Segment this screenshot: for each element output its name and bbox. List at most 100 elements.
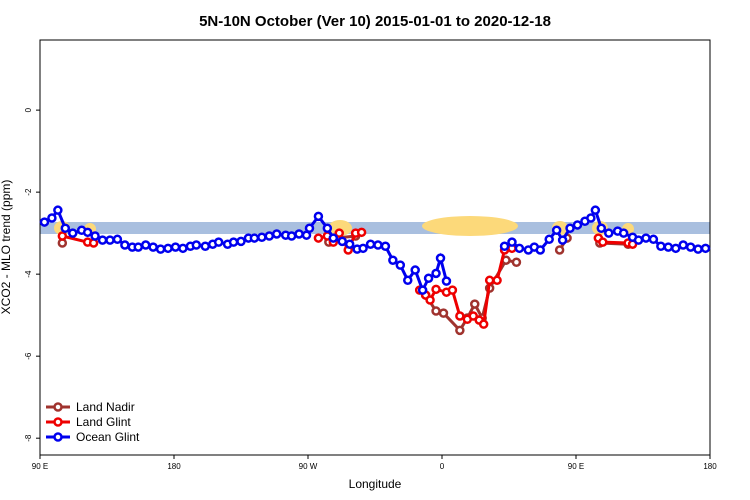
data-point (53, 205, 63, 215)
data-point (468, 311, 479, 321)
data-point (337, 236, 347, 247)
data-point (155, 244, 166, 254)
data-point (685, 242, 696, 252)
data-point (170, 242, 181, 252)
data-point (191, 240, 202, 250)
data-point (257, 232, 267, 242)
x-tick-label: 180 (167, 462, 181, 471)
data-point (693, 244, 703, 254)
chart-title: 5N-10N October (Ver 10) 2015-01-01 to 20… (199, 13, 551, 30)
data-point (557, 235, 568, 245)
data-point (423, 273, 434, 284)
data-point (82, 227, 93, 238)
data-point (358, 243, 368, 254)
data-point (90, 231, 100, 241)
data-point (511, 257, 522, 268)
data-point (140, 240, 151, 250)
data-point (544, 234, 554, 245)
data-point (313, 211, 324, 222)
legend-marker (53, 432, 63, 442)
x-tick-label: 90 W (299, 462, 318, 471)
data-point (514, 243, 525, 254)
data-point (633, 235, 644, 245)
data-point (656, 241, 666, 252)
data-point (148, 242, 158, 252)
data-point (410, 265, 420, 275)
data-point (455, 325, 465, 336)
y-axis-label: XCO2 - MLO trend (ppm) (0, 180, 13, 315)
data-point (294, 229, 304, 239)
data-point (596, 223, 607, 233)
data-point (249, 233, 260, 243)
data-point (535, 245, 546, 255)
data-point (618, 228, 629, 238)
data-point (590, 205, 601, 215)
data-point (507, 237, 517, 247)
data-point (304, 223, 315, 233)
data-point (572, 220, 583, 230)
data-point (97, 235, 108, 245)
data-point (264, 231, 275, 241)
data-point (388, 255, 398, 265)
data-point (565, 223, 575, 233)
legend-marker (53, 417, 63, 427)
data-point (478, 319, 489, 329)
data-point (431, 306, 441, 316)
data-point (365, 239, 376, 249)
data-point (39, 217, 50, 227)
x-tick-label: 90 E (568, 462, 584, 471)
data-point (57, 231, 68, 241)
data-point (47, 213, 57, 223)
data-point (663, 242, 674, 252)
data-point (200, 241, 211, 252)
data-point (322, 223, 333, 233)
x-tick-label: 90 E (32, 462, 48, 471)
y-tick-label: -6 (24, 352, 33, 360)
y-tick-label: 0 (24, 107, 33, 112)
data-point (438, 308, 449, 318)
y-tick-label: -2 (24, 188, 33, 196)
legend-marker (53, 402, 63, 412)
data-point (598, 237, 608, 247)
data-point (213, 237, 224, 247)
data-point (403, 275, 413, 286)
data-point (286, 231, 297, 241)
data-point (112, 234, 123, 245)
data-point (604, 228, 614, 238)
data-point (271, 229, 282, 239)
data-point (313, 233, 324, 243)
x-axis-label: Longitude (349, 477, 402, 491)
data-point (68, 228, 78, 238)
data-point (447, 285, 458, 295)
data-point (470, 299, 480, 309)
data-point (586, 213, 596, 223)
data-point (431, 284, 441, 295)
data-point (105, 235, 115, 245)
data-point (441, 276, 452, 286)
data-point (554, 245, 565, 255)
data-point (431, 268, 441, 279)
data-point (499, 241, 510, 252)
legend-label: Land Nadir (76, 400, 135, 414)
data-point (328, 233, 339, 243)
x-tick-label: 0 (440, 462, 445, 471)
data-point (380, 241, 391, 252)
data-point (455, 311, 465, 321)
data-point (417, 285, 428, 295)
data-point (671, 243, 681, 254)
data-point (678, 240, 688, 250)
data-point (641, 233, 651, 243)
y-tick-label: -4 (24, 270, 33, 278)
data-point (344, 239, 355, 249)
data-point (425, 295, 435, 305)
data-point (334, 228, 345, 238)
data-point (228, 237, 239, 247)
data-point (700, 243, 711, 254)
y-tick-label: -8 (24, 434, 33, 442)
data-point (133, 242, 144, 252)
data-point (435, 253, 446, 263)
legend-label: Land Glint (76, 415, 131, 429)
legend-label: Ocean Glint (76, 430, 140, 444)
data-point (163, 243, 173, 254)
